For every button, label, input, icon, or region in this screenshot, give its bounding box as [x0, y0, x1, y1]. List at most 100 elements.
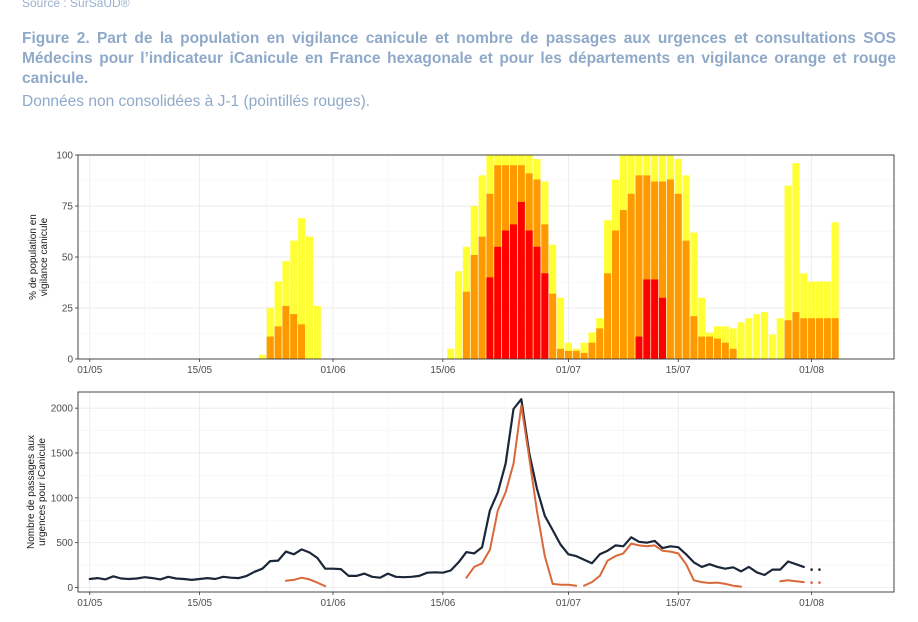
bar-rouge: [533, 246, 541, 359]
bar-orange: [611, 230, 619, 359]
bar-jaune: [447, 348, 455, 359]
passages-x-tick-label: 01/05: [77, 598, 102, 609]
bar-orange: [470, 254, 478, 359]
bar-orange: [706, 336, 714, 359]
bar-orange: [266, 336, 274, 359]
vigilance-x-tick-label: 15/06: [430, 365, 455, 376]
bar-jaune: [455, 271, 463, 359]
vigilance-x-tick-label: 01/05: [77, 365, 102, 376]
bar-orange: [564, 350, 572, 359]
bar-rouge: [502, 230, 510, 359]
bar-jaune: [580, 342, 588, 359]
vigilance-x-tick-label: 01/06: [320, 365, 345, 376]
bar-orange: [596, 328, 604, 359]
bar-jaune: [305, 236, 313, 359]
series-line-departements: [583, 542, 742, 588]
bar-orange: [666, 179, 674, 359]
unconsolidated-dot: [810, 568, 813, 571]
bar-orange: [572, 350, 580, 359]
bar-orange: [729, 348, 737, 359]
bar-orange: [792, 312, 800, 359]
passages-x-tick-label: 15/05: [187, 598, 212, 609]
vigilance-panel: 0 25 50 75 100 01/05 15/05 01/06 15/06 01/07 15/07…: [28, 151, 895, 376]
bar-rouge: [541, 273, 549, 359]
passages-x-tick-label: 15/07: [666, 598, 691, 609]
bar-orange: [713, 338, 721, 359]
bar-jaune: [784, 185, 792, 359]
bar-jaune: [745, 318, 753, 359]
passages-y-tick-label: 1000: [51, 493, 74, 504]
bar-orange: [815, 318, 823, 359]
bar-orange: [604, 273, 612, 359]
bar-orange: [659, 181, 667, 359]
bar-orange: [274, 326, 282, 359]
bar-orange: [282, 305, 290, 359]
passages-y-tick-label: 500: [56, 538, 73, 549]
bar-jaune: [761, 312, 769, 359]
bar-jaune: [298, 218, 306, 359]
bar-orange: [635, 175, 643, 359]
series-line-departements: [465, 404, 578, 587]
bar-orange: [823, 318, 831, 359]
bar-orange: [549, 293, 557, 359]
series-line-departements: [284, 576, 327, 588]
figure-subtitle: Données non consolidées à J-1 (pointillé…: [22, 93, 371, 110]
bar-orange: [298, 324, 306, 359]
bar-jaune: [557, 297, 565, 359]
vigilance-y-axis-title: % de population envigilance canicule: [28, 214, 50, 300]
source-note: Source : SurSaUD®: [22, 0, 130, 10]
bar-rouge: [525, 230, 533, 359]
bar-orange: [290, 314, 298, 359]
passages-x-tick-label: 01/07: [556, 598, 581, 609]
figure-title: Figure 2. Part de la population en vigil…: [22, 30, 896, 87]
bar-orange: [808, 318, 816, 359]
passages-panel: 0 500 1000 1500 2000 01/05 15/05 01/06 15/06 01/0…: [26, 391, 895, 609]
bar-rouge: [659, 297, 667, 359]
vigilance-x-tick-label: 01/08: [799, 365, 824, 376]
vigilance-x-tick-label: 15/07: [666, 365, 691, 376]
bar-rouge: [635, 336, 643, 359]
bar-orange: [643, 175, 651, 359]
passages-frame: [77, 391, 895, 593]
bar-jaune: [690, 232, 698, 359]
bar-jaune: [698, 297, 706, 359]
bar-jaune: [313, 305, 321, 359]
bar-jaune: [800, 273, 808, 359]
bar-orange: [651, 181, 659, 359]
bar-orange: [831, 318, 839, 359]
bar-orange: [784, 320, 792, 359]
bar-jaune: [266, 308, 274, 359]
vigilance-y-tick-label: 50: [62, 253, 74, 264]
passages-y-tick-label: 1500: [51, 448, 74, 459]
bar-jaune: [258, 354, 266, 359]
passages-x-tick-label: 01/06: [320, 598, 345, 609]
bar-rouge: [486, 277, 494, 359]
bar-orange: [800, 318, 808, 359]
bar-jaune: [290, 240, 298, 359]
bar-rouge: [494, 246, 502, 359]
vigilance-x-tick-label: 01/07: [556, 365, 581, 376]
bar-jaune: [768, 334, 776, 359]
bar-orange: [690, 316, 698, 359]
bar-jaune: [776, 318, 784, 359]
bar-rouge: [643, 279, 651, 359]
bar-rouge: [651, 279, 659, 359]
bar-rouge: [509, 224, 517, 359]
bar-jaune: [792, 163, 800, 359]
bar-orange: [486, 193, 494, 359]
bar-orange: [627, 193, 635, 359]
bar-rouge: [517, 201, 525, 359]
unconsolidated-dot: [818, 568, 821, 571]
passages-y-axis-title: Nombre de passages auxurgences pour iCan…: [26, 435, 48, 549]
series-line-departements: [779, 579, 805, 584]
passages-y-tick-label: 0: [67, 583, 73, 594]
vigilance-x-tick-label: 15/05: [187, 365, 212, 376]
bar-orange: [721, 342, 729, 359]
bar-jaune: [737, 322, 745, 359]
unconsolidated-dot: [818, 581, 821, 584]
bar-orange: [580, 352, 588, 359]
bar-orange: [619, 210, 627, 359]
vigilance-y-tick-label: 25: [62, 304, 74, 315]
unconsolidated-dot: [810, 581, 813, 584]
